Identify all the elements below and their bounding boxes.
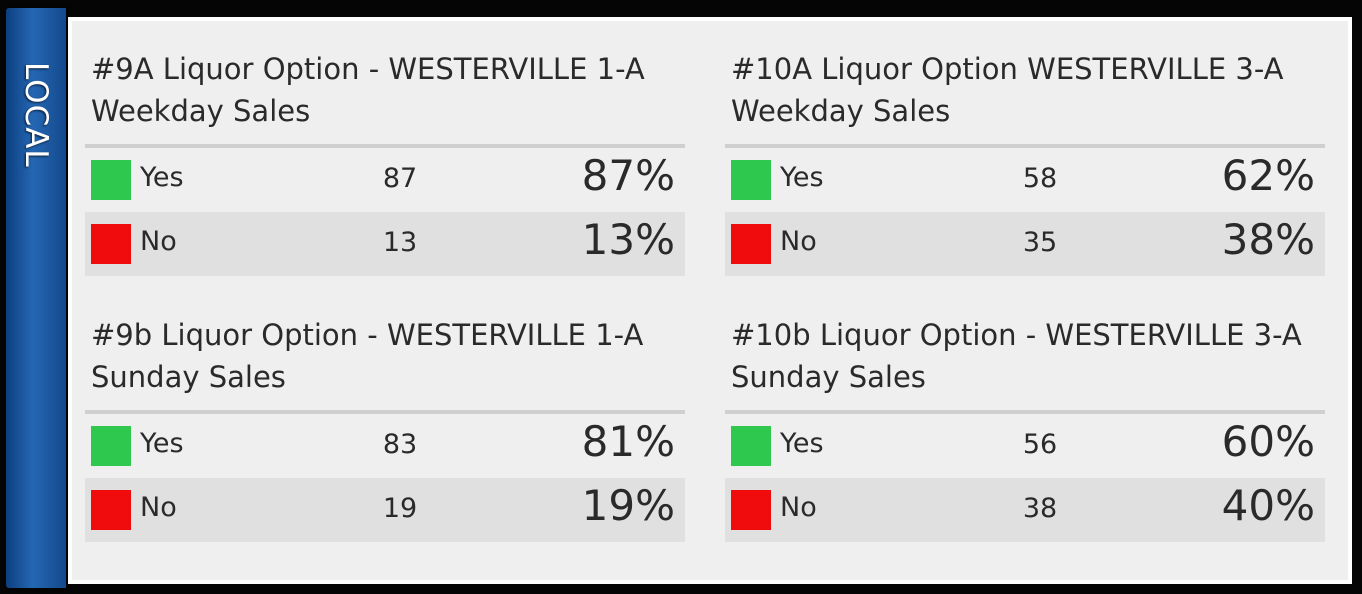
yes-color-swatch (91, 426, 131, 466)
race-divider (85, 144, 685, 148)
no-color-swatch (731, 490, 771, 530)
choice-label: Yes (780, 162, 824, 193)
race-title-line1: #10A Liquor Option WESTERVILLE 3-A (731, 52, 1284, 86)
vote-percent: 38% (1221, 215, 1315, 264)
race-divider (85, 410, 685, 414)
race-title: #10A Liquor Option WESTERVILLE 3-A Weekd… (731, 48, 1321, 132)
race-title-line1: #9A Liquor Option - WESTERVILLE 1-A (91, 52, 645, 86)
results-panel-inner: #9A Liquor Option - WESTERVILLE 1-A Week… (72, 21, 1348, 580)
choice-label: No (780, 226, 817, 257)
vote-percent: 19% (581, 481, 675, 530)
choice-label: No (140, 492, 177, 523)
vote-count: 35 (1022, 227, 1058, 258)
result-row-no: No 19 19% (85, 478, 685, 542)
race-title-line2: Weekday Sales (731, 94, 951, 128)
category-tab: LOCAL (6, 8, 66, 588)
vote-percent: 62% (1221, 151, 1315, 200)
race-title: #9b Liquor Option - WESTERVILLE 1-A Sund… (91, 314, 681, 398)
race-divider (725, 410, 1325, 414)
vote-count: 87 (382, 163, 418, 194)
race-title: #9A Liquor Option - WESTERVILLE 1-A Week… (91, 48, 681, 132)
vote-percent: 87% (581, 151, 675, 200)
vote-count: 83 (382, 429, 418, 460)
race-10b: #10b Liquor Option - WESTERVILLE 3-A Sun… (725, 314, 1325, 564)
race-10a: #10A Liquor Option WESTERVILLE 3-A Weekd… (725, 48, 1325, 298)
vote-percent: 81% (581, 417, 675, 466)
category-label: LOCAL (18, 62, 54, 168)
yes-color-swatch (731, 160, 771, 200)
race-title-line2: Sunday Sales (91, 360, 286, 394)
vote-percent: 40% (1221, 481, 1315, 530)
race-title: #10b Liquor Option - WESTERVILLE 3-A Sun… (731, 314, 1321, 398)
race-9b: #9b Liquor Option - WESTERVILLE 1-A Sund… (85, 314, 685, 564)
result-row-yes: Yes 58 62% (725, 148, 1325, 212)
no-color-swatch (91, 224, 131, 264)
no-color-swatch (91, 490, 131, 530)
result-row-yes: Yes 83 81% (85, 414, 685, 478)
choice-label: No (780, 492, 817, 523)
vote-count: 56 (1022, 429, 1058, 460)
result-row-yes: Yes 87 87% (85, 148, 685, 212)
race-9a: #9A Liquor Option - WESTERVILLE 1-A Week… (85, 48, 685, 298)
race-divider (725, 144, 1325, 148)
result-row-no: No 38 40% (725, 478, 1325, 542)
result-row-no: No 35 38% (725, 212, 1325, 276)
yes-color-swatch (731, 426, 771, 466)
result-row-yes: Yes 56 60% (725, 414, 1325, 478)
choice-label: No (140, 226, 177, 257)
results-panel: #9A Liquor Option - WESTERVILLE 1-A Week… (68, 17, 1352, 584)
race-title-line1: #10b Liquor Option - WESTERVILLE 3-A (731, 318, 1302, 352)
vote-count: 19 (382, 493, 418, 524)
vote-count: 58 (1022, 163, 1058, 194)
race-title-line2: Sunday Sales (731, 360, 926, 394)
choice-label: Yes (140, 162, 184, 193)
vote-count: 13 (382, 227, 418, 258)
choice-label: Yes (140, 428, 184, 459)
vote-count: 38 (1022, 493, 1058, 524)
race-title-line2: Weekday Sales (91, 94, 311, 128)
vote-percent: 60% (1221, 417, 1315, 466)
race-title-line1: #9b Liquor Option - WESTERVILLE 1-A (91, 318, 644, 352)
result-row-no: No 13 13% (85, 212, 685, 276)
yes-color-swatch (91, 160, 131, 200)
category-label-wrap: LOCAL (8, 62, 64, 192)
choice-label: Yes (780, 428, 824, 459)
no-color-swatch (731, 224, 771, 264)
vote-percent: 13% (581, 215, 675, 264)
